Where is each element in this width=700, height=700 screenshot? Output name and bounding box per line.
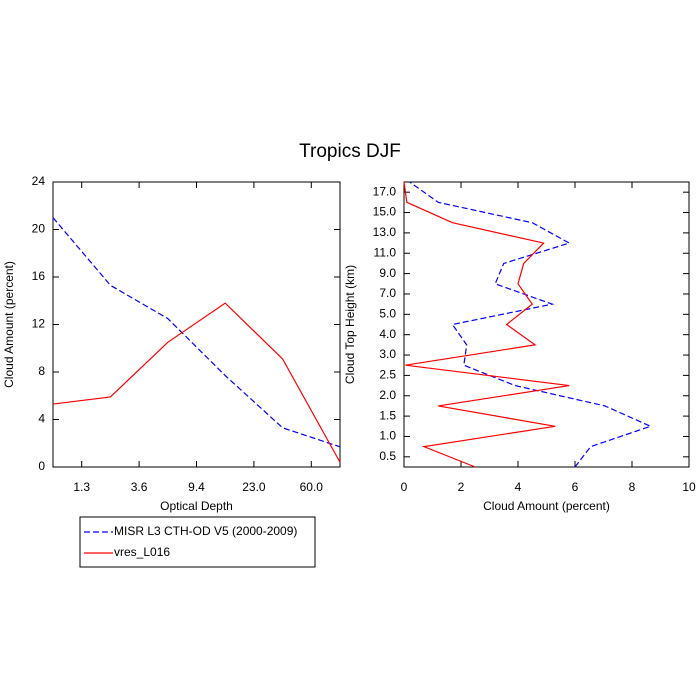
- x-axis-label: Cloud Amount (percent): [483, 499, 610, 513]
- legend-box: [79, 516, 316, 568]
- data-line: [52, 302, 341, 463]
- y-tick-label: 13.0: [373, 225, 397, 239]
- y-tick-label: 2.0: [379, 388, 396, 402]
- chart-title: Tropics DJF: [299, 141, 401, 162]
- y-tick-label: 4: [38, 412, 45, 426]
- y-axis-label: Cloud Amount (percent): [2, 261, 16, 388]
- x-axis-label: Optical Depth: [160, 499, 233, 513]
- legend-label: MISR L3 CTH-OD V5 (2000-2009): [114, 524, 297, 538]
- y-tick-label: 4.0: [379, 327, 396, 341]
- plot-frame: [52, 181, 341, 468]
- data-line: [409, 181, 653, 468]
- y-tick-label: 15.0: [373, 205, 397, 219]
- x-tick-label: 2: [458, 480, 465, 494]
- x-tick-label: 3.6: [131, 480, 148, 494]
- y-tick-label: 20: [32, 222, 46, 236]
- y-tick-label: 17.0: [373, 184, 397, 198]
- y-tick-label: 0.5: [379, 449, 396, 463]
- x-tick-label: 0: [401, 480, 408, 494]
- y-tick-label: 9.0: [379, 266, 396, 280]
- y-tick-label: 24: [32, 174, 46, 188]
- x-tick-label: 4: [515, 480, 522, 494]
- y-tick-label: 1.0: [379, 429, 396, 443]
- legend-label: vres_L016: [114, 545, 170, 559]
- y-tick-label: 1.5: [379, 408, 396, 422]
- y-axis-label: Cloud Top Height (km): [343, 265, 357, 384]
- x-tick-label: 8: [629, 480, 636, 494]
- y-tick-label: 7.0: [379, 286, 396, 300]
- plot-frame: [403, 181, 690, 468]
- x-tick-label: 10: [682, 480, 696, 494]
- x-tick-label: 1.3: [73, 480, 90, 494]
- data-line: [52, 217, 341, 448]
- y-tick-label: 12: [32, 317, 46, 331]
- y-tick-label: 2.5: [379, 368, 396, 382]
- x-tick-label: 6: [572, 480, 579, 494]
- y-tick-label: 11.0: [374, 245, 397, 259]
- y-tick-label: 3.0: [379, 347, 396, 361]
- data-line: [403, 181, 570, 468]
- y-tick-label: 5.0: [379, 306, 396, 320]
- y-tick-label: 16: [32, 269, 46, 283]
- x-tick-label: 23.0: [242, 480, 266, 494]
- x-tick-label: 60.0: [300, 480, 324, 494]
- y-tick-label: 8: [38, 364, 45, 378]
- x-tick-label: 9.4: [188, 480, 205, 494]
- y-tick-label: 0: [38, 459, 45, 473]
